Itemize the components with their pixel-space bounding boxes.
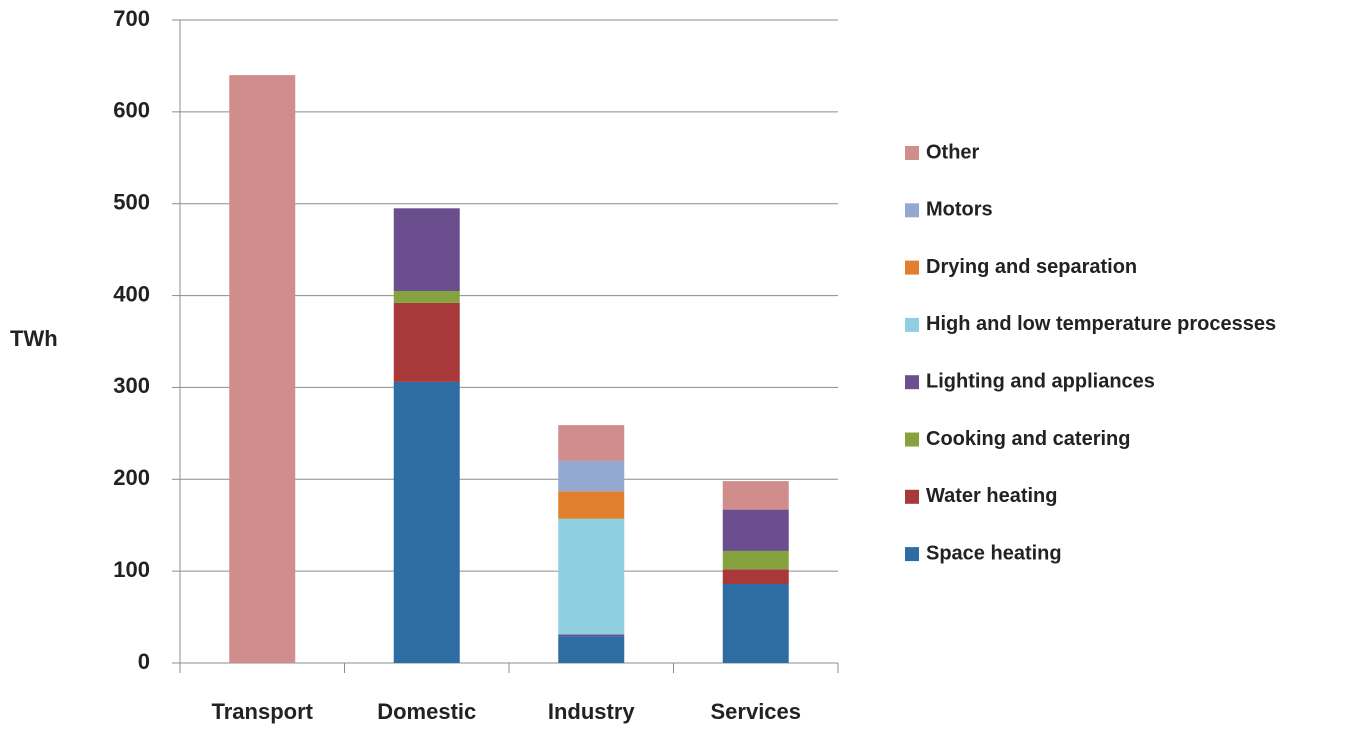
bar-segment xyxy=(722,481,789,510)
y-tick-label: 300 xyxy=(113,373,150,398)
bar-segment xyxy=(722,509,789,551)
legend-label: Lighting and appliances xyxy=(926,370,1155,392)
legend-swatch xyxy=(905,547,919,562)
bar-segment xyxy=(558,636,625,663)
bar-segment xyxy=(558,460,625,492)
legend-label: Cooking and catering xyxy=(926,428,1130,450)
y-tick-label: 100 xyxy=(113,557,150,582)
legend-label: Other xyxy=(926,141,980,163)
legend-label: Drying and separation xyxy=(926,256,1137,278)
legend-label: High and low temperature processes xyxy=(926,313,1276,335)
bar-segment xyxy=(393,290,460,303)
bar-segment xyxy=(393,208,460,291)
x-tick-label: Services xyxy=(710,699,801,724)
legend-swatch xyxy=(905,489,919,504)
legend-swatch xyxy=(905,432,919,447)
y-tick-label: 400 xyxy=(113,281,150,306)
bar-segment xyxy=(558,425,625,461)
y-tick-label: 200 xyxy=(113,465,150,490)
legend-swatch xyxy=(905,203,919,218)
legend-swatch xyxy=(905,375,919,390)
bar-segment xyxy=(393,381,460,663)
bar-segment xyxy=(558,491,625,519)
legend-swatch xyxy=(905,317,919,332)
legend-label: Water heating xyxy=(926,485,1058,507)
bar-segment xyxy=(722,584,789,663)
y-tick-label: 700 xyxy=(113,6,150,31)
bar-segment xyxy=(558,518,625,635)
x-tick-label: Domestic xyxy=(377,699,476,724)
y-axis-label: TWh xyxy=(10,326,58,351)
y-tick-label: 600 xyxy=(113,98,150,123)
bar-segment xyxy=(229,75,296,664)
legend-label: Motors xyxy=(926,199,993,221)
y-tick-label: 0 xyxy=(138,649,150,674)
bar-segment xyxy=(722,550,789,570)
legend-swatch xyxy=(905,146,919,160)
y-tick-label: 500 xyxy=(113,190,150,215)
bar-segment xyxy=(558,634,625,637)
x-tick-label: Transport xyxy=(212,699,314,724)
bar-segment xyxy=(393,302,460,382)
x-tick-label: Industry xyxy=(548,699,636,724)
legend-label: Space heating xyxy=(926,542,1062,564)
bar-segment xyxy=(722,569,789,585)
legend-swatch xyxy=(905,260,919,275)
